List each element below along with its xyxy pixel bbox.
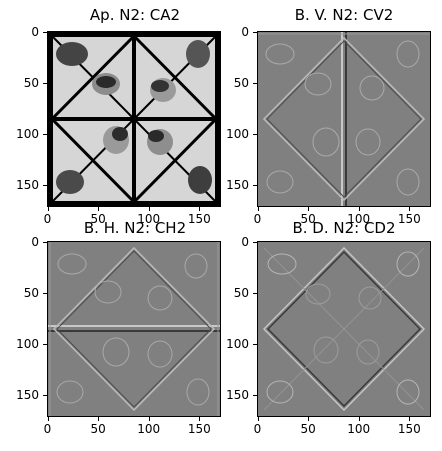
x-tick-label: 50 — [90, 422, 106, 436]
image-panel-vertical-detail — [257, 31, 431, 207]
y-tick-label: 150 — [226, 388, 249, 403]
y-tick-label: 50 — [233, 285, 249, 300]
x-tick-label: 50 — [300, 212, 316, 226]
x-tick-label: 50 — [300, 422, 316, 436]
y-tick-label: 0 — [241, 24, 249, 39]
y-tick-label: 100 — [16, 126, 39, 141]
y-tick-mark — [253, 31, 257, 33]
x-tick-mark — [308, 207, 310, 211]
x-tick-mark — [409, 207, 411, 211]
y-tick-mark — [43, 292, 47, 294]
x-tick-label: 0 — [43, 212, 52, 226]
y-tick-mark — [43, 395, 47, 397]
x-tick-label: 100 — [137, 212, 161, 226]
y-tick-mark — [253, 185, 257, 187]
x-tick-mark — [98, 417, 100, 421]
x-tick-label: 100 — [347, 212, 371, 226]
y-tick-mark — [253, 82, 257, 84]
x-tick-mark — [308, 417, 310, 421]
x-tick-mark — [358, 417, 360, 421]
x-tick-mark — [199, 207, 201, 211]
diagonal-detail-image — [258, 242, 430, 416]
y-tick-label: 0 — [31, 24, 39, 39]
y-tick-mark — [43, 343, 47, 345]
panel-title-ch2: B. H. N2: CH2 — [83, 219, 187, 237]
y-tick-mark — [43, 133, 47, 135]
x-tick-mark — [98, 207, 100, 211]
image-panel-horizontal-detail — [47, 241, 221, 417]
y-tick-mark — [43, 241, 47, 243]
x-tick-label: 100 — [137, 422, 161, 436]
y-tick-label: 150 — [226, 178, 249, 193]
y-tick-mark — [43, 82, 47, 84]
y-tick-mark — [43, 185, 47, 187]
x-tick-mark — [148, 417, 150, 421]
panel-title-ca2: Ap. N2: CA2 — [89, 6, 181, 24]
x-tick-label: 150 — [397, 212, 421, 226]
x-tick-label: 150 — [187, 212, 211, 226]
y-tick-mark — [253, 241, 257, 243]
x-tick-mark — [47, 417, 49, 421]
panel-title-cv2: B. V. N2: CV2 — [294, 6, 394, 24]
y-tick-label: 0 — [241, 234, 249, 249]
x-tick-label: 0 — [253, 212, 262, 226]
x-tick-label: 0 — [253, 422, 262, 436]
x-tick-mark — [148, 207, 150, 211]
x-tick-mark — [199, 417, 201, 421]
image-panel-approximation — [47, 31, 221, 207]
x-tick-mark — [409, 417, 411, 421]
y-tick-label: 100 — [226, 126, 249, 141]
y-tick-mark — [43, 31, 47, 33]
y-tick-label: 50 — [23, 75, 39, 90]
x-tick-mark — [257, 207, 259, 211]
y-tick-label: 50 — [233, 75, 249, 90]
x-tick-mark — [358, 207, 360, 211]
y-tick-label: 50 — [23, 285, 39, 300]
y-tick-label: 150 — [16, 388, 39, 403]
approximation-image — [48, 32, 220, 206]
x-tick-mark — [47, 207, 49, 211]
x-tick-label: 150 — [187, 422, 211, 436]
y-tick-label: 100 — [226, 336, 249, 351]
y-tick-label: 0 — [31, 234, 39, 249]
x-tick-label: 0 — [43, 422, 52, 436]
y-tick-label: 150 — [16, 178, 39, 193]
image-panel-diagonal-detail — [257, 241, 431, 417]
horizontal-detail-image — [48, 242, 220, 416]
y-tick-mark — [253, 133, 257, 135]
y-tick-mark — [253, 292, 257, 294]
x-tick-label: 50 — [90, 212, 106, 226]
y-tick-label: 100 — [16, 336, 39, 351]
y-tick-mark — [253, 343, 257, 345]
vertical-detail-image — [258, 32, 430, 206]
panel-title-cd2: B. D. N2: CD2 — [292, 219, 396, 237]
x-tick-mark — [257, 417, 259, 421]
y-tick-mark — [253, 395, 257, 397]
x-tick-label: 150 — [397, 422, 421, 436]
x-tick-label: 100 — [347, 422, 371, 436]
